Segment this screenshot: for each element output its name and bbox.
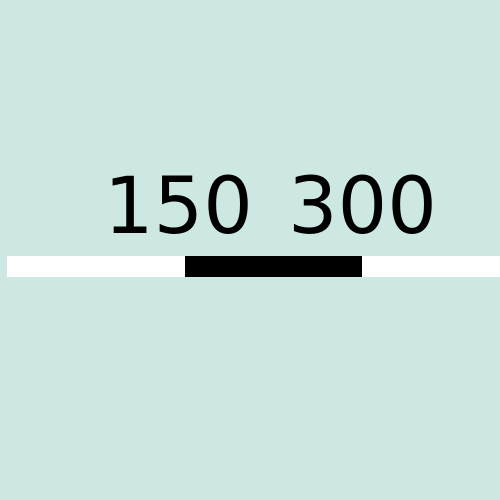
- scale-segment-1: [7, 256, 185, 277]
- scale-segment-3: [362, 256, 500, 277]
- scale-segment-2: [185, 256, 362, 277]
- scale-label-150: 150: [104, 162, 253, 252]
- scale-label-300: 300: [288, 162, 437, 252]
